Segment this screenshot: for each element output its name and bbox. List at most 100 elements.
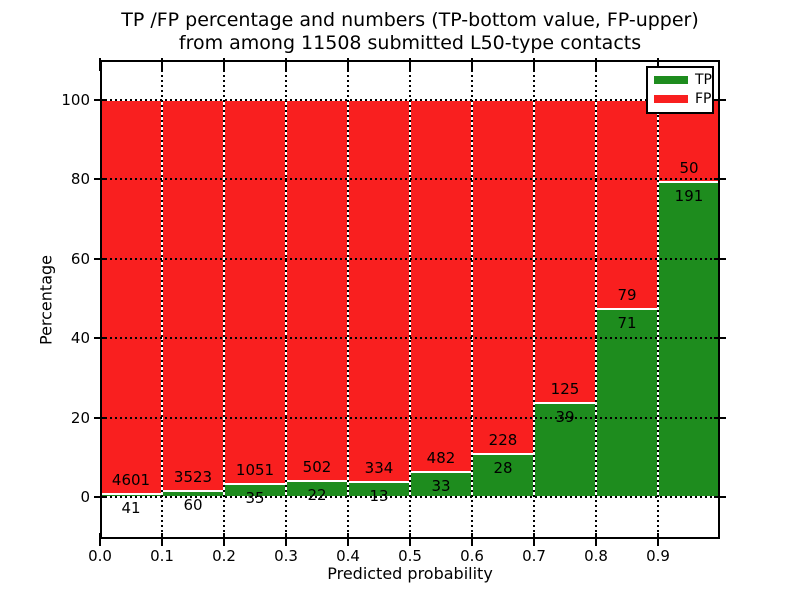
tp-count-label: 191: [674, 187, 704, 206]
x-tick-mark-top: [533, 58, 535, 71]
bar-segment-fp: [286, 99, 348, 481]
x-tick-mark: [347, 533, 349, 546]
chart-title: TP /FP percentage and numbers (TP-bottom…: [100, 9, 720, 55]
tp-count-label: 41: [121, 498, 141, 517]
x-tick-mark: [223, 533, 225, 546]
chart-title-line1: TP /FP percentage and numbers (TP-bottom…: [121, 9, 699, 31]
x-tick-mark: [161, 533, 163, 546]
x-tick-mark: [285, 533, 287, 546]
x-axis-label: Predicted probability: [327, 564, 493, 583]
x-tick-label: 0.7: [522, 547, 546, 565]
tp-count-label: 22: [307, 485, 327, 504]
y-tick-mark-right: [714, 496, 726, 499]
x-tick-mark-top: [595, 58, 597, 71]
y-tick-mark-right: [714, 257, 726, 260]
x-tick-mark-top: [657, 58, 659, 71]
tp-count-label: 35: [245, 489, 265, 508]
bar-segment-fp: [348, 99, 410, 483]
x-tick-mark: [657, 533, 659, 546]
y-tick-mark: [94, 416, 106, 419]
tp-count-label: 71: [617, 314, 637, 333]
x-tick-label: 0.5: [398, 547, 422, 565]
x-tick-mark-top: [99, 58, 101, 71]
legend-label-fp: FP: [695, 91, 712, 107]
x-tick-label: 0.6: [460, 547, 484, 565]
y-tick-label: 20: [70, 408, 90, 427]
bar-segment-fp: [534, 99, 596, 403]
y-axis-label: Percentage: [36, 254, 56, 346]
y-tick-mark: [94, 337, 106, 340]
y-tick-label: 80: [70, 170, 90, 189]
bar-segment-fp: [472, 99, 534, 454]
x-gridline: [223, 60, 225, 539]
bar-segment-fp: [162, 99, 224, 491]
plot-area: TP FP 4601 41 3523 60 1051 35 502 22 334 13 482 33 2…: [61, 58, 726, 565]
legend-swatch-tp: [654, 76, 688, 84]
bar-segment-fp: [224, 99, 286, 485]
x-tick-mark: [471, 533, 473, 546]
fp-count-label: 3523: [173, 467, 213, 486]
x-tick-mark: [409, 533, 411, 546]
y-tick-label: 100: [61, 90, 90, 109]
x-gridline: [471, 60, 473, 539]
x-tick-mark: [595, 533, 597, 546]
fp-count-label: 1051: [235, 461, 275, 480]
x-gridline: [533, 60, 535, 539]
tp-count-label: 13: [369, 487, 389, 506]
legend: TP FP: [646, 66, 714, 114]
x-tick-label: 0.0: [88, 547, 112, 565]
x-tick-label: 0.2: [212, 547, 236, 565]
y-tick-mark: [94, 98, 106, 101]
legend-item-fp: FP: [654, 92, 712, 106]
x-tick-mark-top: [223, 58, 225, 71]
fp-count-label: 125: [550, 379, 580, 398]
y-tick-mark-right: [714, 416, 726, 419]
y-tick-mark-right: [714, 178, 726, 181]
y-tick-label: 40: [70, 329, 90, 348]
x-gridline: [409, 60, 411, 539]
x-tick-mark-top: [161, 58, 163, 71]
x-gridline: [161, 60, 163, 539]
y-tick-label: 0: [80, 488, 90, 507]
bar-segment-tp: [596, 309, 658, 498]
x-gridline: [657, 60, 659, 539]
x-tick-label: 0.3: [274, 547, 298, 565]
legend-label-tp: TP: [695, 72, 712, 88]
bar-segment-fp: [596, 99, 658, 310]
x-gridline: [285, 60, 287, 539]
x-tick-mark-top: [471, 58, 473, 71]
fp-count-label: 482: [426, 448, 456, 467]
fp-count-label: 502: [302, 457, 332, 476]
y-tick-label: 60: [70, 249, 90, 268]
bar-segment-tp: [658, 182, 720, 498]
bar-segment-fp: [100, 99, 162, 494]
tp-count-label: 33: [431, 476, 451, 495]
x-gridline: [595, 60, 597, 539]
fp-count-label: 4601: [111, 470, 151, 489]
x-tick-mark-top: [409, 58, 411, 71]
x-gridline: [347, 60, 349, 539]
fp-count-label: 50: [679, 159, 699, 178]
fp-count-label: 334: [364, 459, 394, 478]
fp-count-label: 228: [488, 430, 518, 449]
x-tick-label: 0.8: [584, 547, 608, 565]
y-tick-mark: [94, 496, 106, 499]
legend-swatch-fp: [654, 95, 688, 103]
y-tick-mark: [94, 178, 106, 181]
tp-count-label: 28: [493, 458, 513, 477]
x-tick-label: 0.1: [150, 547, 174, 565]
x-tick-label: 0.9: [646, 547, 670, 565]
x-tick-mark-top: [285, 58, 287, 71]
y-tick-mark-right: [714, 98, 726, 101]
y-tick-mark: [94, 257, 106, 260]
y-tick-mark-right: [714, 337, 726, 340]
x-tick-mark: [99, 533, 101, 546]
chart-title-line2: from among 11508 submitted L50-type cont…: [178, 32, 642, 54]
fp-count-label: 79: [617, 286, 637, 305]
x-tick-label: 0.4: [336, 547, 360, 565]
tp-count-label: 60: [183, 495, 203, 514]
x-tick-mark: [533, 533, 535, 546]
x-tick-mark-top: [347, 58, 349, 71]
legend-item-tp: TP: [654, 73, 712, 87]
